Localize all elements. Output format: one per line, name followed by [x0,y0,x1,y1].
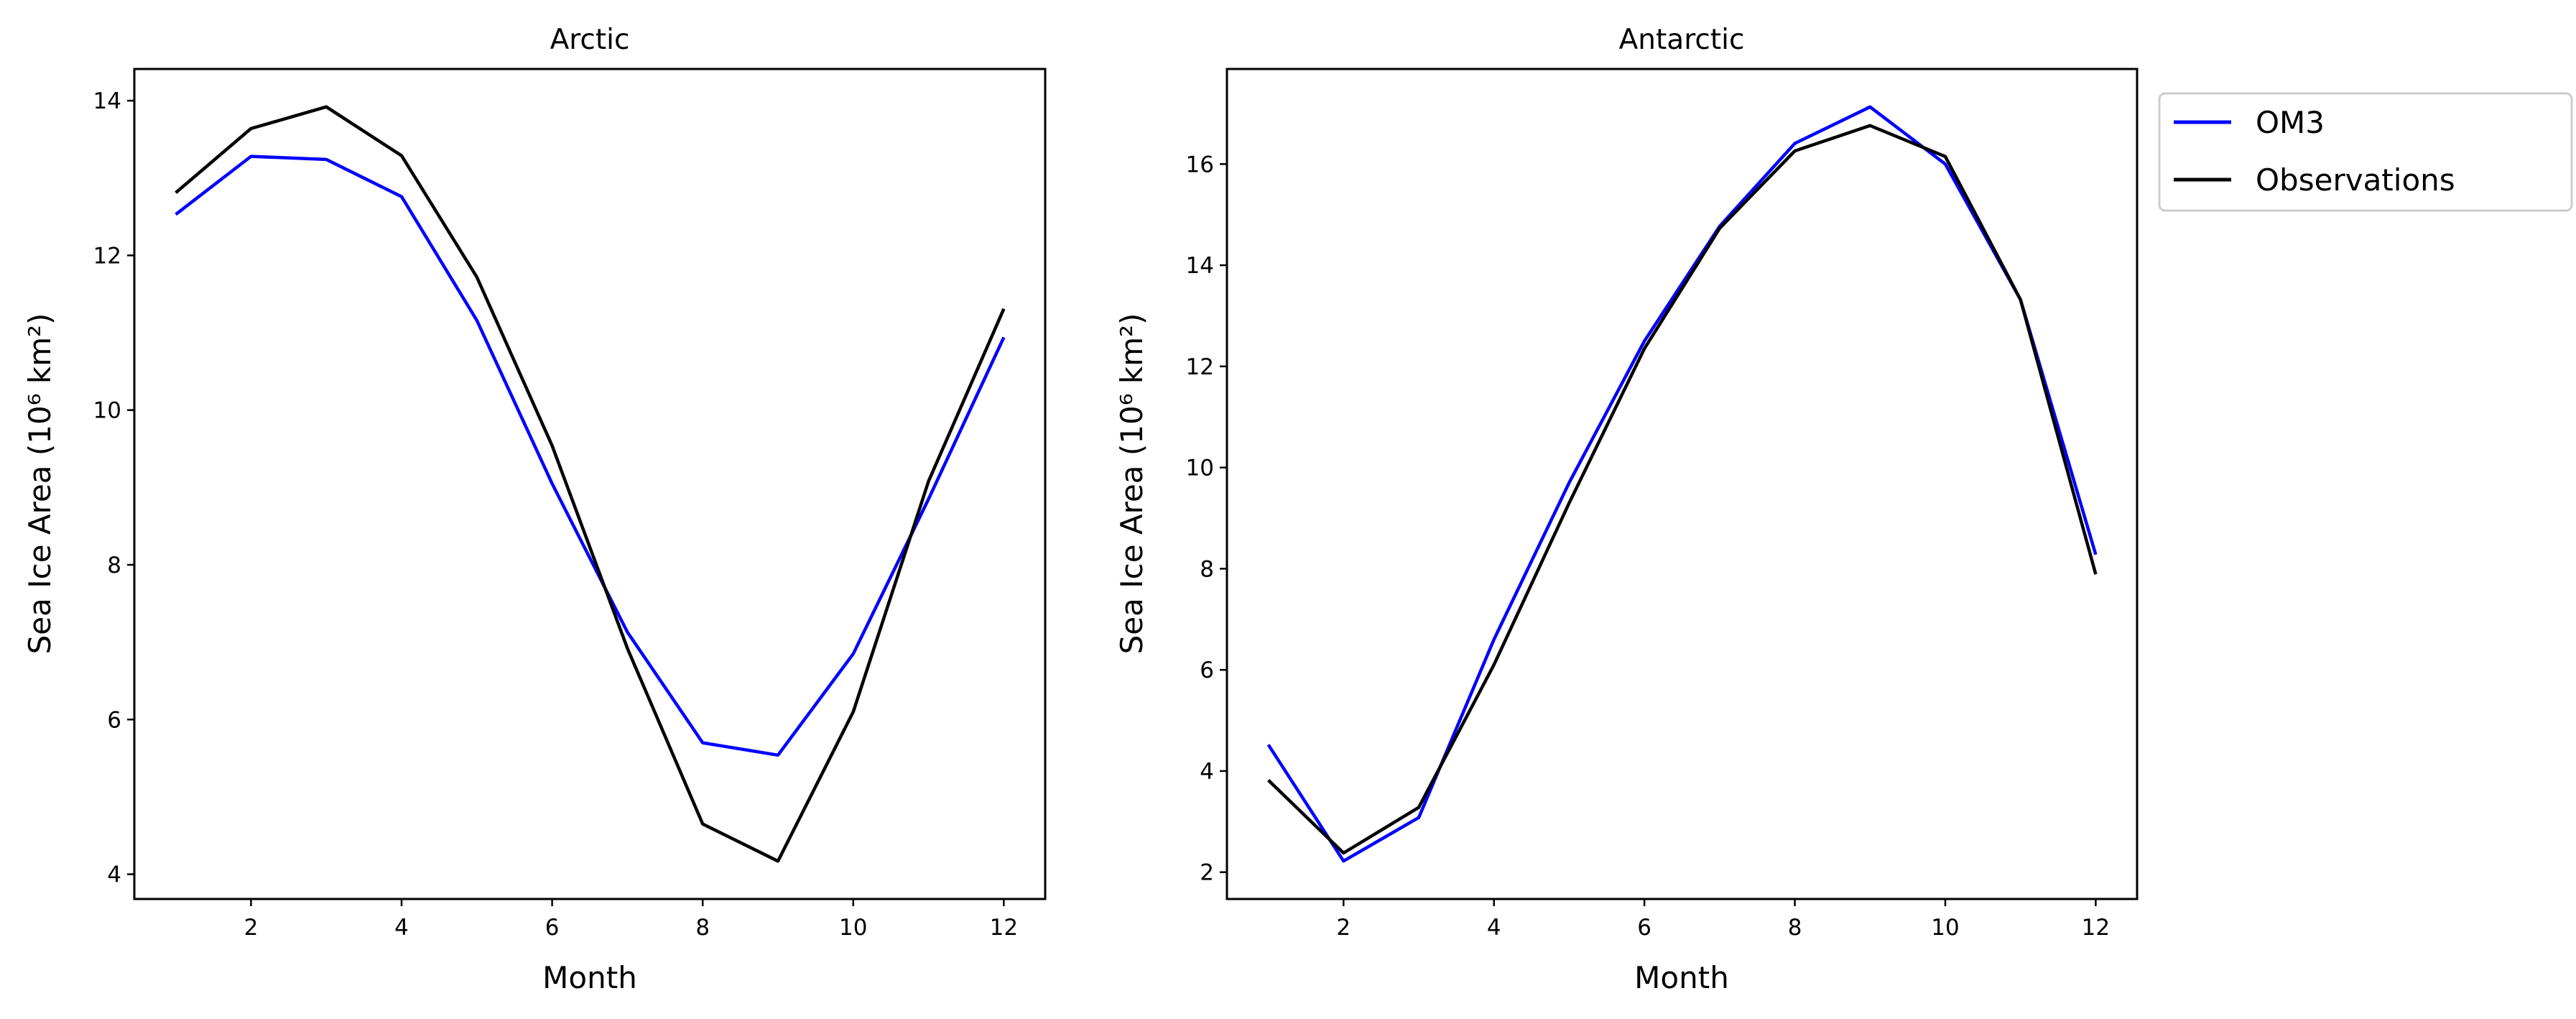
antarctic-ytick-label: 16 [1186,152,1214,177]
arctic-xtick-label: 12 [990,915,1018,941]
arctic-xlabel: Month [542,960,637,995]
antarctic-ytick-label: 4 [1200,759,1214,785]
antarctic-ytick-label: 12 [1186,354,1214,380]
arctic-ytick-label: 4 [107,862,121,888]
arctic-series-om3 [175,155,1006,757]
antarctic-ytick-label: 14 [1186,253,1214,279]
antarctic-xlabel: Month [1634,960,1729,995]
antarctic-xtick-label: 4 [1487,915,1501,941]
arctic-ylabel: Sea Ice Area (10⁶ km²) [22,313,57,655]
antarctic-xtick-label: 8 [1788,915,1802,941]
arctic-xtick-label: 6 [545,915,560,941]
antarctic-xtick-label: 10 [1931,915,1959,941]
antarctic-ytick-label: 10 [1186,456,1214,481]
arctic-series-observations [175,105,1006,863]
arctic-ytick-label: 6 [107,707,121,733]
antarctic-panel: Antarctic Month Sea Ice Area (10⁶ km²) 2… [1114,24,2139,995]
antarctic-axes-frame [1226,68,2139,900]
antarctic-series-om3 [1266,105,2098,863]
legend-label-observations: Observations [2256,162,2455,198]
arctic-panel: Arctic Month Sea Ice Area (10⁶ km²) 2 4 6 8… [22,24,1047,995]
arctic-xtick-label: 4 [394,915,409,941]
legend: OM3 Observations [2158,92,2573,212]
arctic-ytick-label: 12 [93,243,121,269]
antarctic-series-observations [1267,124,2098,855]
antarctic-ytick-label: 6 [1200,658,1214,683]
arctic-ytick-label: 10 [93,398,121,424]
arctic-xtick-label: 10 [839,915,867,941]
arctic-axes-frame [133,68,1047,900]
antarctic-xtick-label: 2 [1336,915,1350,941]
arctic-title: Arctic [550,24,630,56]
legend-label-om3: OM3 [2256,105,2325,140]
antarctic-ytick-label: 2 [1200,860,1214,886]
antarctic-title: Antarctic [1619,24,1745,56]
arctic-xtick-label: 8 [695,915,710,941]
legend-box [2158,92,2573,212]
antarctic-xtick-label: 12 [2082,915,2110,941]
arctic-xtick-label: 2 [244,915,259,941]
antarctic-ytick-label: 8 [1200,556,1214,582]
antarctic-ylabel: Sea Ice Area (10⁶ km²) [1114,313,1149,655]
antarctic-xtick-label: 6 [1637,915,1651,941]
arctic-ytick-label: 14 [93,88,121,114]
arctic-ytick-label: 8 [107,553,121,578]
